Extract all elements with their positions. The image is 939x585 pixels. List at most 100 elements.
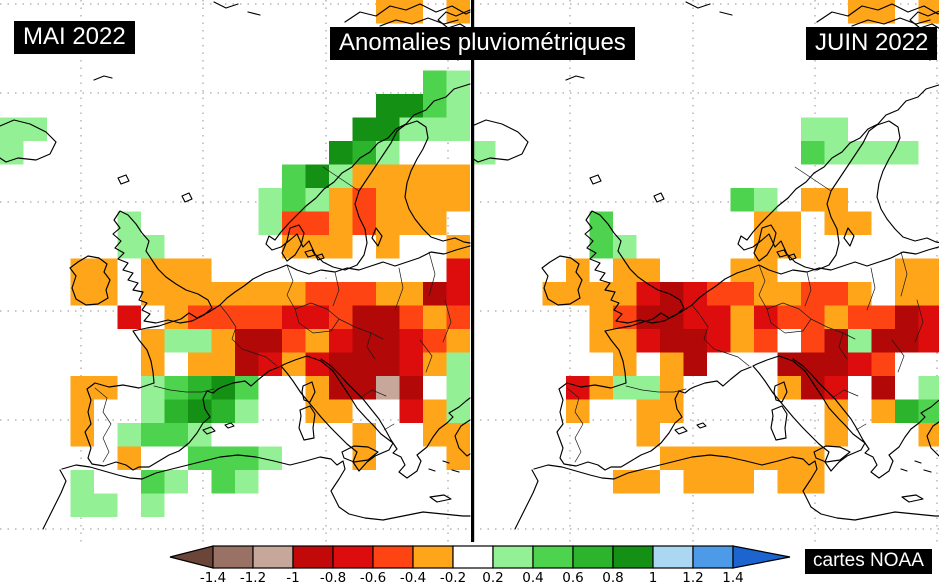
anomaly-cell: [305, 188, 329, 212]
anomaly-cell: [376, 376, 400, 400]
anomaly-cell: [305, 352, 329, 376]
anomaly-cell: [446, 188, 470, 212]
anomaly-cell: [305, 164, 329, 188]
map-label-june: JUIN 2022: [806, 27, 938, 60]
anomaly-cell: [446, 117, 470, 141]
anomaly-cell: [589, 329, 613, 353]
anomaly-cell: [918, 282, 939, 306]
anomaly-cell: [211, 352, 235, 376]
anomaly-cell: [848, 282, 872, 306]
anomaly-cell: [730, 329, 754, 353]
colorbar-tick-label: -0.8: [320, 570, 346, 585]
anomaly-cell: [636, 470, 660, 494]
anomaly-cell: [141, 493, 165, 517]
anomaly-cell: [376, 164, 400, 188]
colorbar-segment: [292, 545, 334, 569]
anomaly-cell: [801, 329, 825, 353]
anomaly-cell: [636, 423, 660, 447]
anomaly-cell: [801, 188, 825, 212]
anomaly-cell: [376, 282, 400, 306]
anomaly-cell: [164, 329, 188, 353]
colorbar-segment: [572, 545, 614, 569]
anomaly-cell: [707, 305, 731, 329]
colorbar-tick-label: -0.2: [440, 570, 466, 585]
anomaly-cell: [399, 399, 423, 423]
anomaly-cell: [164, 376, 188, 400]
anomaly-cell: [871, 399, 895, 423]
anomaly-cell: [329, 235, 353, 259]
anomaly-cell: [824, 141, 848, 165]
anomaly-cell: [70, 493, 94, 517]
anomaly-cell: [376, 117, 400, 141]
colorbar-segment: [652, 545, 694, 569]
anomaly-cell: [636, 376, 660, 400]
anomaly-cell: [235, 352, 259, 376]
anomaly-cell: [211, 446, 235, 470]
anomaly-cell: [566, 258, 590, 282]
anomaly-cell: [235, 305, 259, 329]
anomaly-cell: [188, 423, 212, 447]
colorbar-tick-label: 0.6: [562, 570, 583, 585]
anomaly-cell: [282, 188, 306, 212]
anomaly-cell: [730, 188, 754, 212]
anomaly-cell: [211, 399, 235, 423]
anomaly-cell: [683, 305, 707, 329]
anomaly-cell: [801, 141, 825, 165]
anomaly-cell: [329, 352, 353, 376]
anomaly-cell: [707, 446, 731, 470]
anomaly-cell: [211, 305, 235, 329]
map-panel-may: [0, 0, 471, 530]
anomaly-cell: [848, 305, 872, 329]
anomaly-cell: [141, 352, 165, 376]
anomaly-cell: [871, 0, 895, 24]
anomaly-cell: [352, 305, 376, 329]
anomaly-cell: [777, 305, 801, 329]
anomaly-cell: [235, 470, 259, 494]
anomaly-cell: [754, 282, 778, 306]
anomaly-cell: [446, 329, 470, 353]
anomaly-cell: [235, 399, 259, 423]
anomaly-cell: [399, 282, 423, 306]
anomaly-cell: [329, 188, 353, 212]
anomaly-cell: [777, 282, 801, 306]
anomaly-cell: [423, 164, 447, 188]
colorbar-left-arrow: [169, 545, 214, 569]
anomaly-cell: [660, 446, 684, 470]
anomaly-cell: [282, 164, 306, 188]
anomaly-cell: [117, 211, 141, 235]
anomaly-cell: [141, 258, 165, 282]
anomaly-cell: [777, 376, 801, 400]
anomaly-cell: [707, 329, 731, 353]
anomaly-cell: [777, 470, 801, 494]
anomaly-cell: [352, 423, 376, 447]
colorbar-tick-label: -0.4: [400, 570, 426, 585]
anomaly-cell: [636, 282, 660, 306]
colorbar-tick-label: -1.2: [240, 570, 266, 585]
anomaly-cell: [399, 376, 423, 400]
anomaly-cell: [730, 470, 754, 494]
anomaly-cell: [188, 376, 212, 400]
anomaly-cell: [613, 235, 637, 259]
anomaly-cell: [305, 305, 329, 329]
anomaly-cell: [282, 329, 306, 353]
anomaly-cell: [423, 305, 447, 329]
anomaly-cell: [871, 141, 895, 165]
anomaly-cell: [446, 164, 470, 188]
colorbar-tick-label: 1: [649, 570, 658, 585]
anomaly-cell: [70, 376, 94, 400]
anomaly-cell: [235, 282, 259, 306]
anomaly-cell: [613, 376, 637, 400]
anomaly-cell: [188, 446, 212, 470]
anomaly-cell: [660, 376, 684, 400]
anomaly-cell: [352, 446, 376, 470]
colorbar-segment: [692, 545, 734, 569]
anomaly-cell: [613, 470, 637, 494]
anomaly-cell: [613, 352, 637, 376]
anomaly-cell: [801, 352, 825, 376]
anomaly-cell: [399, 117, 423, 141]
colorbar-tick-label: -1: [286, 570, 299, 585]
colorbar-segment: [332, 545, 374, 569]
anomaly-cell: [918, 329, 939, 353]
anomaly-cell: [399, 211, 423, 235]
